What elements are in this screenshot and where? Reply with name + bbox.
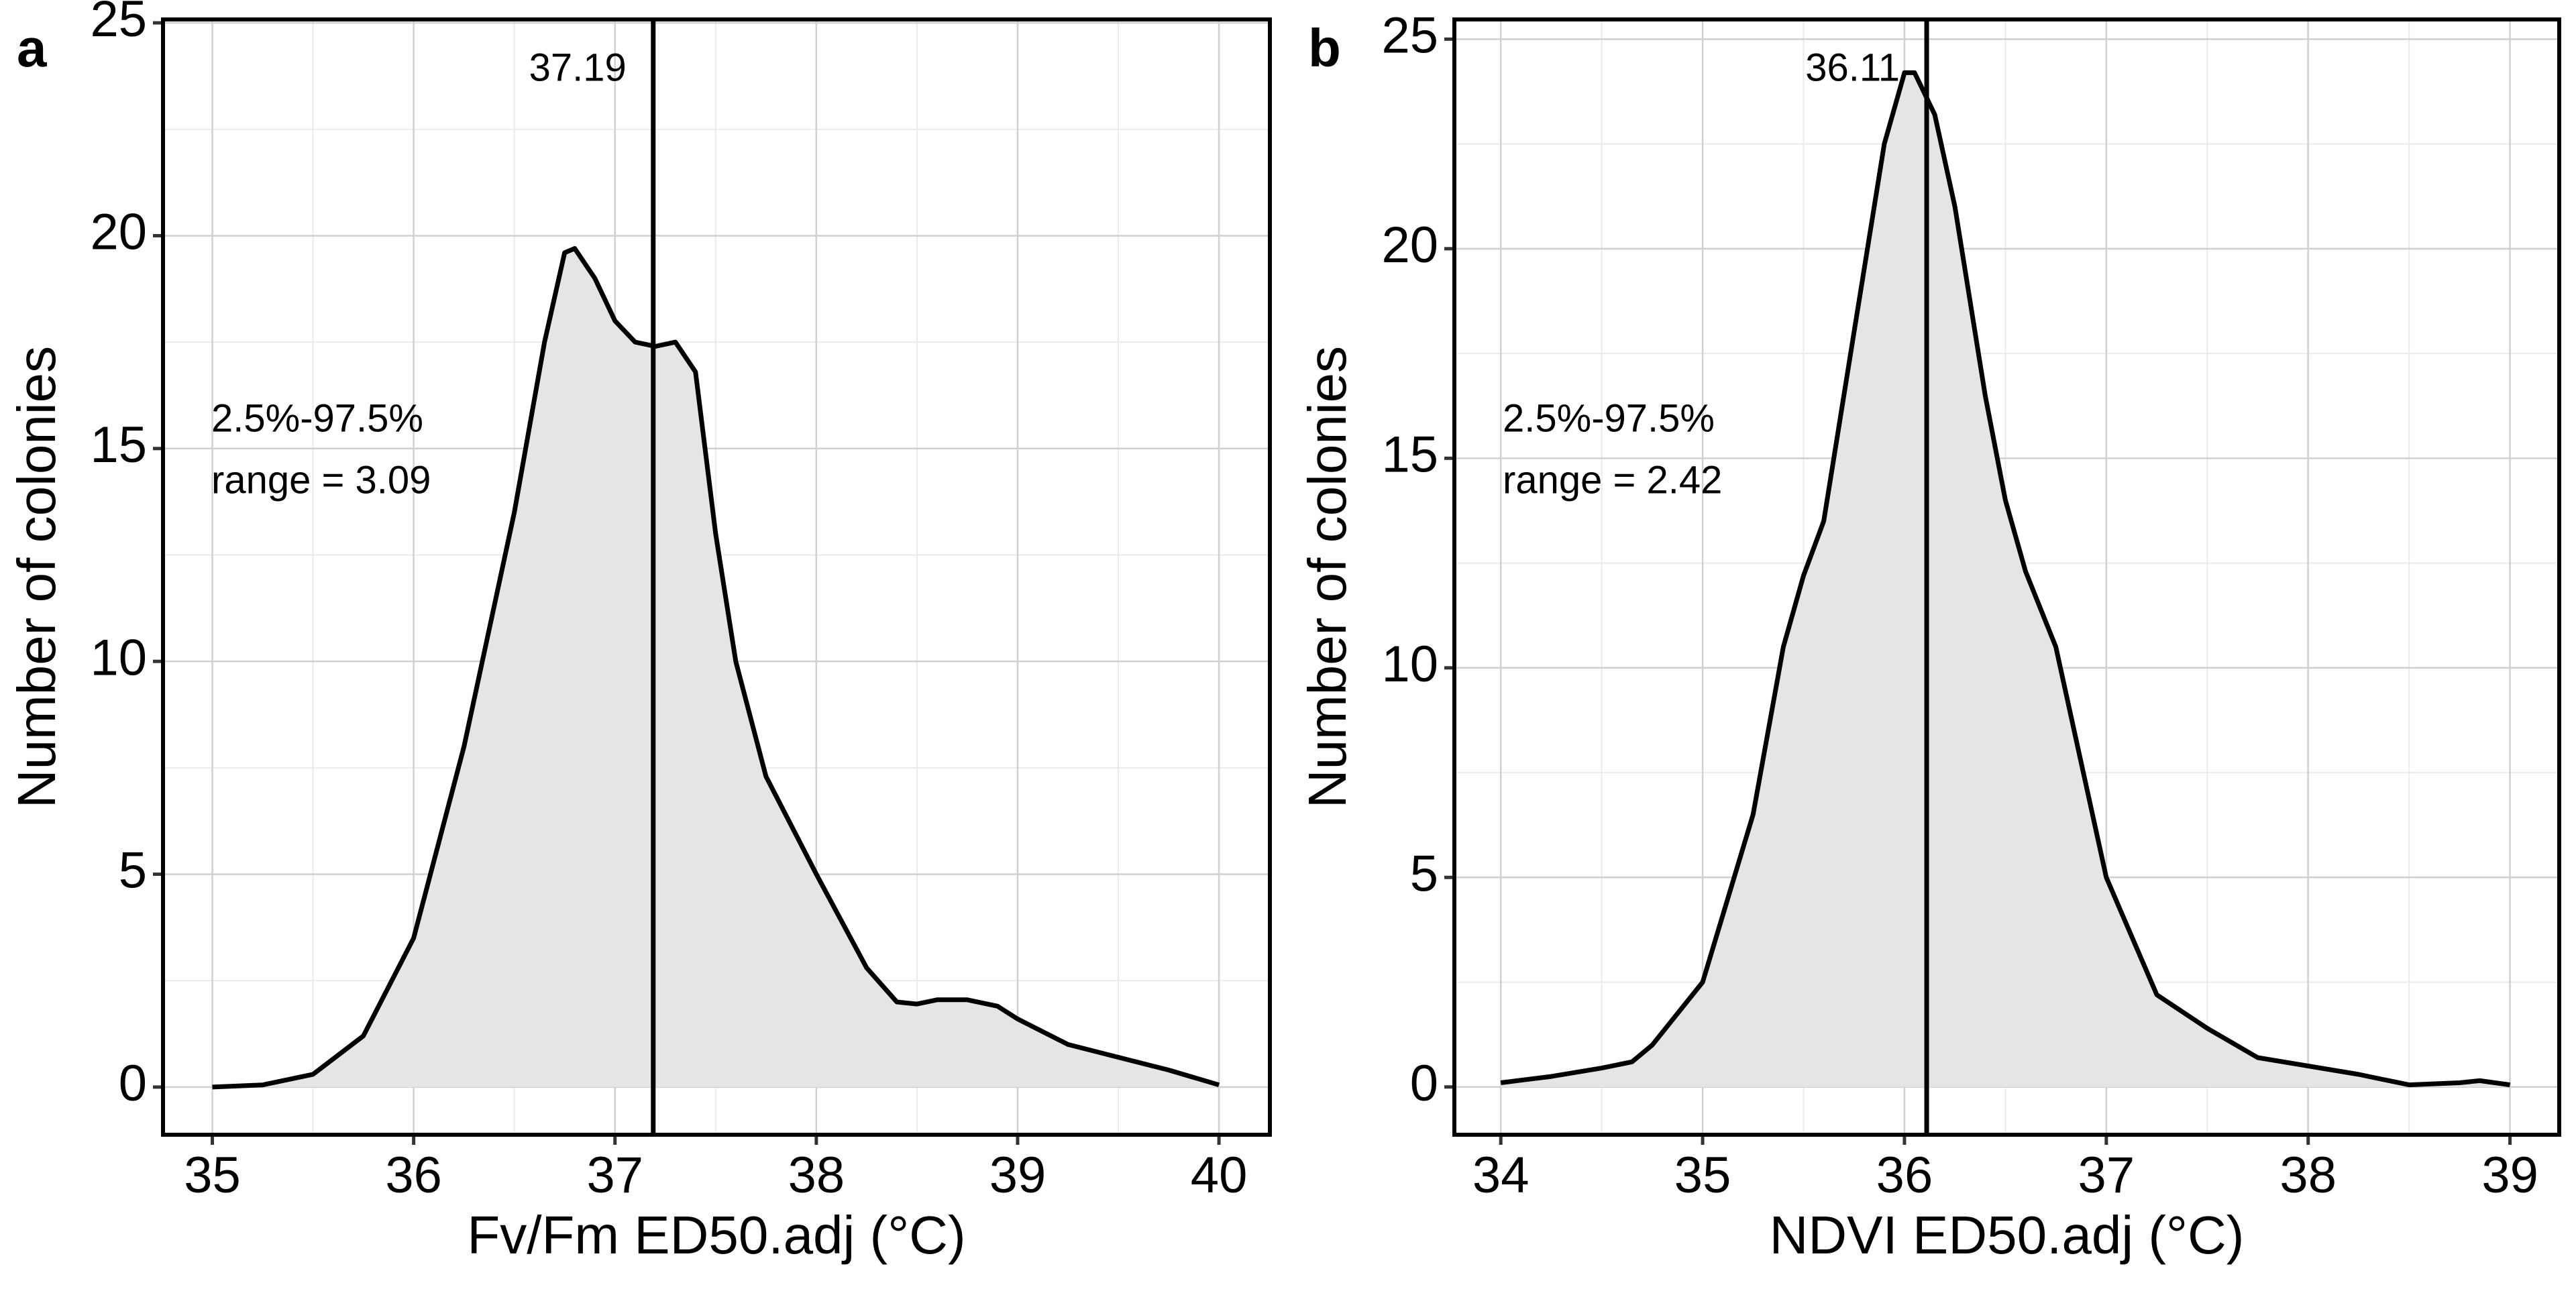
plot-frame	[1452, 17, 2561, 1137]
panel: 35 36 37 38 39 40 0 5 10 15 20 25 37.19 2.5%-97.5% ran…	[7, 0, 1272, 1265]
x-tick-label: 37	[586, 1147, 643, 1204]
panel: 34 35 36 37 38 39 0 5 10 15 20 25 36.11 2.5%-97.5% ran…	[1297, 7, 2561, 1265]
x-tick-label: 36	[1876, 1147, 1933, 1204]
x-tick-label: 37	[2078, 1147, 2135, 1204]
y-tick-label: 25	[1381, 7, 1438, 64]
x-tick-label: 36	[385, 1147, 442, 1204]
x-tick-label: 35	[1674, 1147, 1731, 1204]
y-tick-label: 0	[119, 1055, 147, 1112]
y-tick-label: 0	[1410, 1055, 1438, 1112]
x-tick-label: 38	[788, 1147, 845, 1204]
y-axis-label: Number of colonies	[7, 346, 66, 808]
density-line	[212, 246, 1220, 1090]
x-tick-label: 35	[184, 1147, 241, 1204]
panel-label: b	[1308, 18, 1341, 78]
y-tick-label: 25	[90, 0, 147, 48]
x-tick-label: 39	[989, 1147, 1046, 1204]
y-tick-label: 5	[1410, 845, 1438, 902]
density-area	[212, 248, 1220, 1087]
annotation: 2.5%-97.5%	[211, 396, 423, 440]
x-tick-label: 39	[2481, 1147, 2538, 1204]
y-tick-label: 10	[1381, 636, 1438, 693]
x-axis-label: Fv/Fm ED50.adj (°C)	[467, 1205, 965, 1265]
annotation: range = 2.42	[1503, 458, 1722, 502]
x-tick-label: 40	[1191, 1147, 1248, 1204]
density-area	[1501, 72, 2510, 1087]
x-tick-label: 38	[2279, 1147, 2337, 1204]
annotation: range = 3.09	[211, 458, 431, 502]
annotation: 2.5%-97.5%	[1503, 396, 1715, 440]
density-line	[1500, 70, 2511, 1088]
y-tick-label: 20	[90, 204, 147, 261]
y-axis-label: Number of colonies	[1297, 346, 1357, 808]
y-tick-label: 15	[90, 416, 147, 473]
panel-label: a	[17, 18, 47, 78]
median-label: 36.11	[1805, 46, 1900, 89]
x-axis-label: NDVI ED50.adj (°C)	[1770, 1205, 2245, 1265]
y-tick-label: 15	[1381, 426, 1438, 483]
median-label: 37.19	[529, 46, 627, 89]
y-tick-label: 20	[1381, 217, 1438, 274]
plot-frame	[161, 17, 1272, 1137]
x-tick-label: 34	[1472, 1147, 1529, 1204]
y-tick-label: 5	[119, 842, 147, 899]
y-tick-label: 10	[90, 629, 147, 686]
